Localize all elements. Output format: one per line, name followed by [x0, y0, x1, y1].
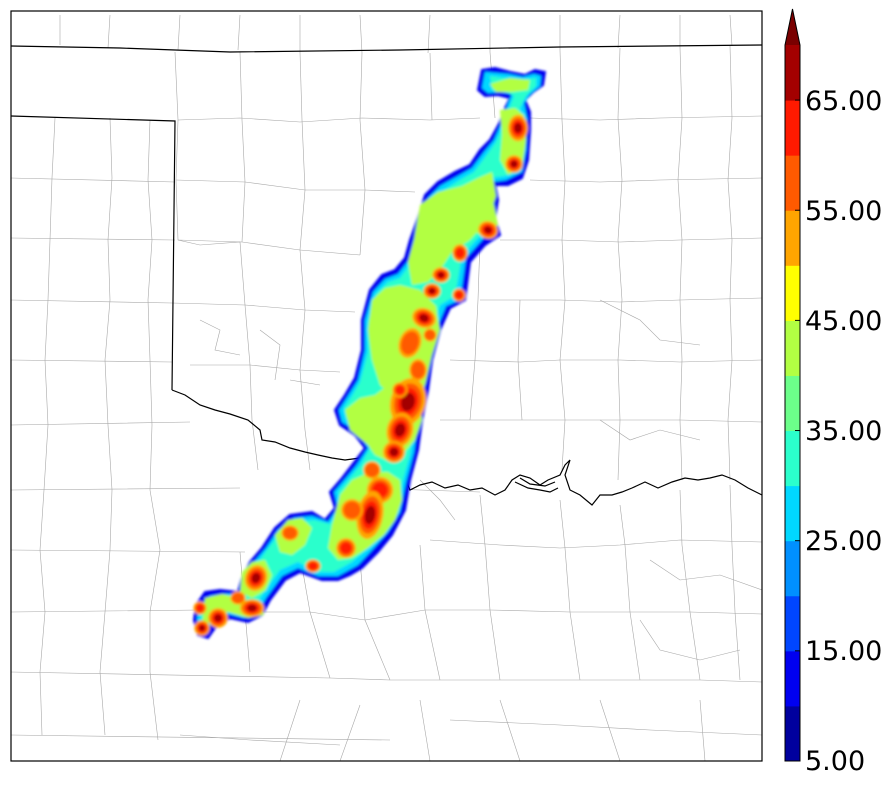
storm-core-contour — [419, 314, 429, 322]
storm-core-contour — [283, 526, 297, 540]
storm-core-contour — [395, 385, 405, 395]
storm-core-contour — [400, 331, 420, 355]
storm-core-contour — [308, 562, 318, 570]
colorbar-segment — [785, 375, 800, 432]
colorbar-label-25: 25.00 — [805, 526, 882, 557]
colorbar-segment — [785, 100, 800, 156]
storm-core-contour — [389, 447, 399, 457]
colorbar-segment — [785, 210, 800, 266]
storm-core-contour — [428, 288, 436, 294]
colorbar-segment — [785, 650, 800, 707]
storm-core-contour — [514, 122, 522, 134]
storm-core-contour — [364, 505, 376, 525]
storm-core-contour — [196, 604, 204, 612]
storm-core-contour — [484, 226, 492, 234]
colorbar-segment — [785, 485, 800, 542]
colorbar-segment — [785, 705, 800, 762]
colorbar-segment — [785, 320, 800, 376]
colorbar-label-55: 55.00 — [805, 196, 882, 227]
county-borders — [11, 14, 762, 761]
map-border — [10, 10, 763, 762]
colorbar-label-5: 5.00 — [805, 746, 865, 777]
colorbar-tick-labels: 5.00 15.00 25.00 35.00 45.00 55.00 65.00 — [805, 86, 882, 777]
colorbar-segment — [785, 540, 800, 597]
storm-core-contour — [340, 542, 352, 554]
echo-40dbz — [490, 78, 530, 92]
colorbar-label-65: 65.00 — [805, 86, 882, 117]
storm-core-contour — [199, 625, 205, 631]
storm-core-contour — [394, 423, 406, 437]
colorbar-label-15: 15.00 — [805, 636, 882, 667]
storm-core-contour — [455, 247, 465, 259]
storm-core-contour — [247, 604, 257, 612]
colorbar-segment — [785, 45, 800, 101]
storm-core-contour — [510, 160, 518, 168]
colorbar-segment — [785, 265, 800, 321]
colorbar-segment — [785, 155, 800, 211]
state-borders — [11, 44, 762, 506]
storm-core-contour — [437, 272, 445, 278]
storm-core-contour — [214, 614, 222, 622]
colorbar-extend-arrow — [785, 9, 800, 45]
storm-cores — [193, 114, 528, 636]
colorbar-segment — [785, 595, 800, 652]
storm-core-contour — [365, 463, 379, 477]
colorbar-label-45: 45.00 — [805, 306, 882, 337]
storm-core-contour — [424, 329, 436, 341]
storm-core-contour — [231, 592, 245, 604]
colorbar-label-35: 35.00 — [805, 416, 882, 447]
storm-core-contour — [455, 291, 463, 299]
storm-core-contour — [411, 361, 425, 379]
storm-core-contour — [251, 573, 261, 583]
storm-core-contour — [343, 501, 361, 519]
reflectivity-contours — [192, 66, 547, 640]
colorbar — [784, 8, 801, 762]
storm-core-contour — [401, 392, 415, 412]
colorbar-segment — [785, 430, 800, 487]
